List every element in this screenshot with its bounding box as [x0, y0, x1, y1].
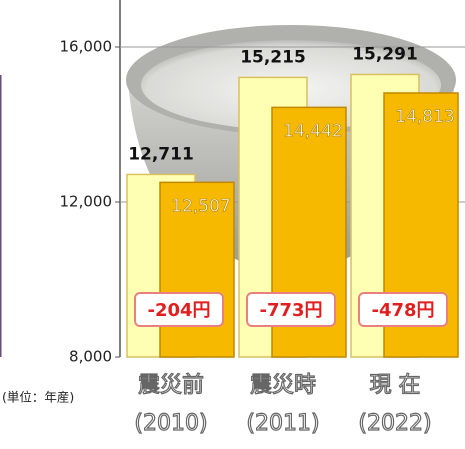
x-tick-label-year: (2022): [358, 411, 431, 436]
value-label: 15,291: [352, 44, 418, 64]
bar: [159, 181, 235, 358]
x-tick-label: 現 在: [370, 373, 421, 398]
annotation-box: [358, 292, 448, 327]
x-tick-label: 震災時: [250, 373, 316, 398]
value-label: 14,813: [395, 107, 454, 127]
annotation-box: [246, 292, 336, 327]
annotation: -773円: [259, 300, 322, 321]
y-tick-label: 16,000: [60, 38, 113, 56]
y-tick-label: 12,000: [60, 193, 113, 211]
x-tick-label: 震災前: [138, 373, 204, 398]
value-label: 15,215: [240, 47, 306, 67]
annotation-box: [134, 292, 224, 327]
annotation: -204円: [147, 300, 210, 321]
value-label: 12,507: [171, 196, 230, 216]
annotation: -478円: [371, 300, 434, 321]
y-tick-label: 8,000: [69, 348, 112, 366]
value-label: 12,711: [128, 144, 194, 164]
value-label: 14,442: [283, 121, 342, 141]
unit-label: (単位：年産): [2, 390, 74, 405]
x-tick-label-year: (2010): [134, 411, 207, 436]
x-tick-label-year: (2011): [246, 411, 319, 436]
